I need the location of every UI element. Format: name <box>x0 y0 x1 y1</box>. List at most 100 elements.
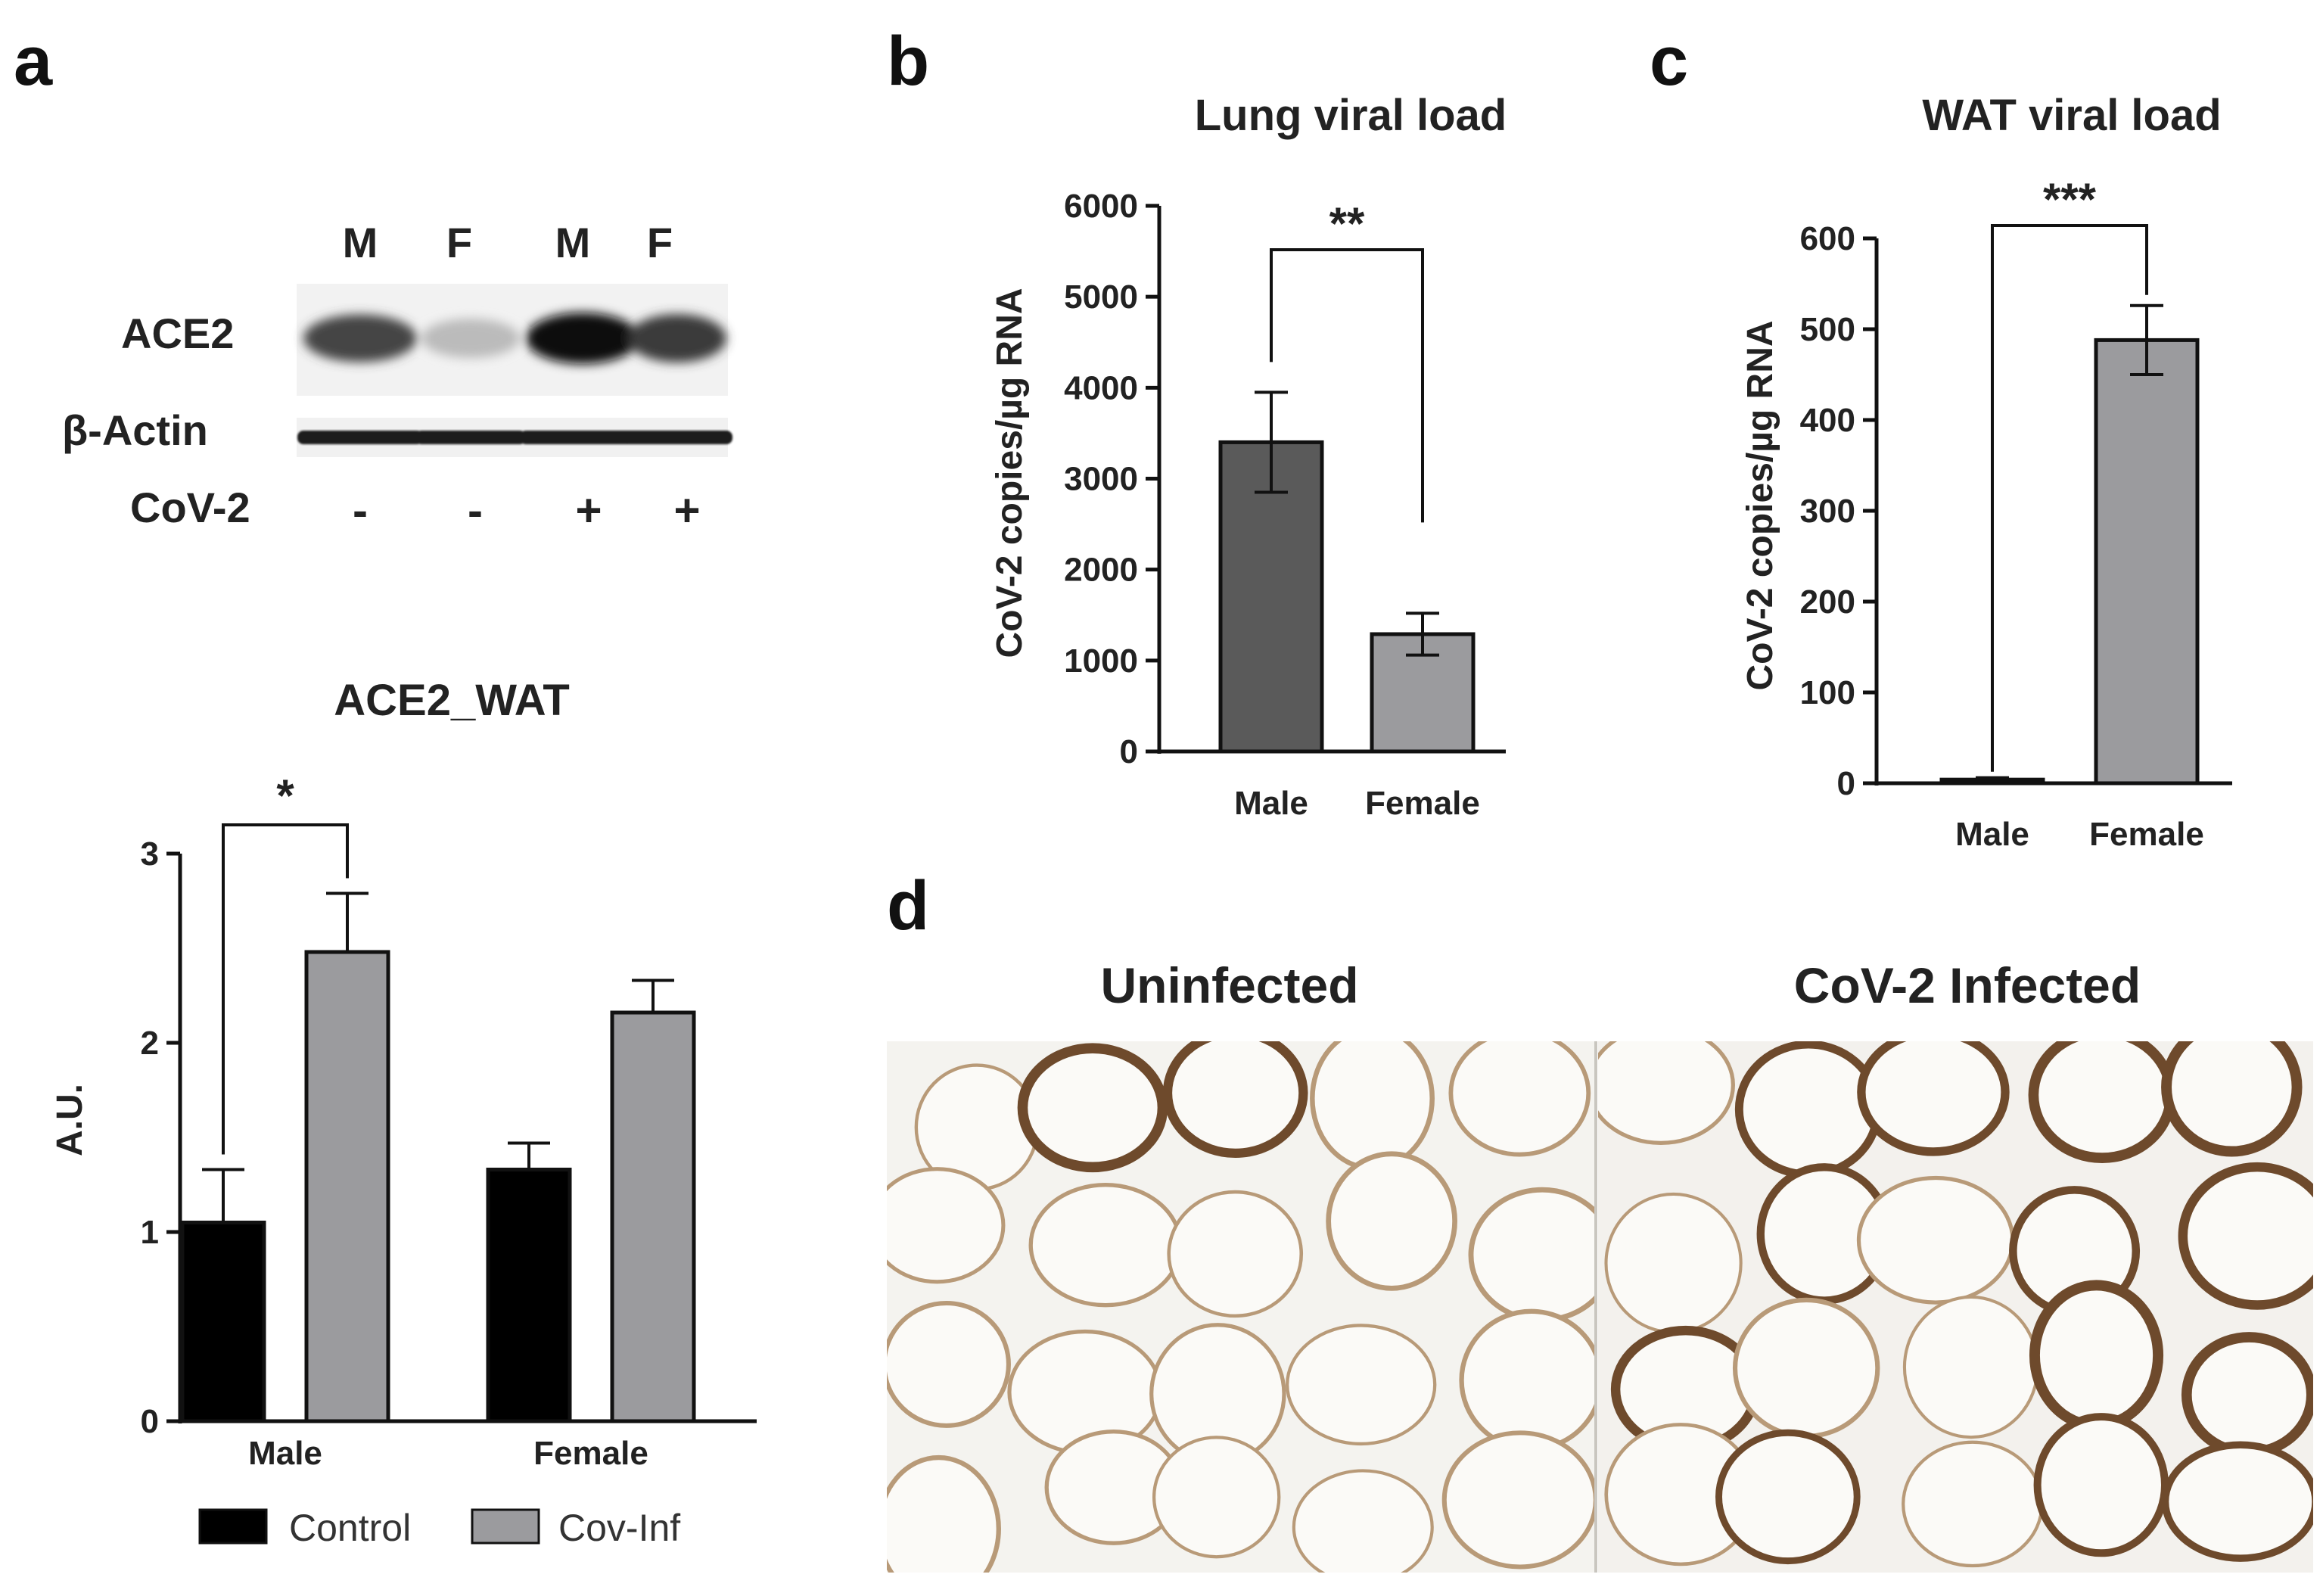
y-tick-label: 3 <box>141 835 159 873</box>
x-tick-label: Female <box>533 1435 648 1472</box>
bar <box>180 1221 266 1423</box>
adipocyte-cell <box>2028 1041 2176 1163</box>
adipocyte-cell <box>2161 1441 2313 1562</box>
panel-letter-d: d <box>887 867 929 944</box>
blot-lane-label: M <box>555 219 591 266</box>
blot-lane-label: M <box>343 219 378 266</box>
adipocyte-cell <box>1028 1183 1183 1308</box>
y-tick-label: 3000 <box>1064 461 1138 498</box>
blot-band-actin <box>622 431 732 444</box>
adipocyte-cell <box>2181 1332 2313 1458</box>
legend-swatch-cov-inf <box>471 1508 540 1545</box>
adipocyte-cell <box>2029 1280 2164 1431</box>
blot-treatment-label: CoV-2 <box>130 484 250 531</box>
chart-wat-viral-load: WAT viral load CoV-2 copies/µg RNA 0 100 2… <box>1740 91 2232 853</box>
y-tick-label: 2000 <box>1064 552 1138 589</box>
micrograph-label-infected: CoV-2 Infected <box>1794 957 2141 1013</box>
significance-label: ** <box>1329 198 1365 249</box>
significance-bracket <box>222 823 349 1155</box>
y-tick-label: 0 <box>1837 765 1855 802</box>
y-tick-label: 6000 <box>1064 188 1138 225</box>
adipocyte-cell <box>1734 1041 1882 1179</box>
western-blot: M F M F ACE2 β-Actin CoV-2 - - + + <box>62 219 732 536</box>
adipocyte-cell <box>1902 1295 2039 1439</box>
significance-bracket <box>1991 224 2148 772</box>
y-axis-label: CoV-2 copies/µg RNA <box>1740 320 1780 690</box>
micrograph-panel: Uninfected CoV-2 Infected <box>887 957 2313 1573</box>
blot-band-ace2 <box>303 314 417 362</box>
blot-treatment-sign: + <box>575 485 602 536</box>
blot-band-actin <box>297 431 423 444</box>
micrograph-infected <box>1598 1041 2313 1573</box>
y-tick-label: 100 <box>1800 674 1855 711</box>
chart-ace2-wat: ACE2_WAT A.U. 0 1 2 3 Male Female * Control Co… <box>50 676 757 1549</box>
chart-title: Lung viral load <box>1195 91 1507 140</box>
adipocyte-cell <box>1459 1308 1594 1451</box>
adipocyte-cell <box>2178 1162 2313 1310</box>
adipocyte-cell <box>1310 1041 1435 1171</box>
legend-label-control: Control <box>289 1507 411 1549</box>
y-tick-label: 200 <box>1800 583 1855 621</box>
adipocyte-cell <box>1902 1440 2044 1568</box>
blot-treatment-sign: - <box>353 485 368 536</box>
y-tick-label: 500 <box>1800 311 1855 348</box>
blot-treatment-sign: + <box>673 485 700 536</box>
adipocyte-cell <box>1326 1151 1457 1291</box>
blot-treatment-sign: - <box>468 485 483 536</box>
y-tick-label: 300 <box>1800 493 1855 530</box>
x-tick-label: Male <box>248 1435 322 1472</box>
micrograph-uninfected <box>887 1041 1594 1573</box>
adipocyte-cell <box>2161 1041 2303 1157</box>
adipocyte-cell <box>1732 1297 1880 1439</box>
y-tick-label: 0 <box>141 1403 159 1440</box>
bar <box>610 1010 696 1423</box>
bar <box>304 950 390 1423</box>
x-tick-label: Male <box>1955 816 2029 853</box>
adipocyte-cell <box>1598 1041 1735 1145</box>
adipocyte-cell <box>1286 1324 1437 1446</box>
blot-band-ace2 <box>628 314 726 362</box>
blot-band-actin <box>415 431 526 444</box>
chart-title: ACE2_WAT <box>334 676 570 725</box>
significance-label: *** <box>2043 174 2097 225</box>
adipocyte-cell <box>1162 1041 1308 1159</box>
significance-bracket <box>1270 248 1424 523</box>
adipocyte-cell <box>1448 1041 1591 1157</box>
blot-lane-label: F <box>647 219 673 266</box>
y-tick-label: 2 <box>141 1025 159 1062</box>
blot-band-ace2 <box>526 313 639 364</box>
blot-band-actin <box>520 431 645 444</box>
micrograph-label-uninfected: Uninfected <box>1100 957 1358 1013</box>
adipocyte-cell <box>1715 1429 1861 1565</box>
panel-letter-b: b <box>887 23 929 100</box>
x-tick-label: Female <box>2089 816 2204 853</box>
y-tick-label: 4000 <box>1064 369 1138 406</box>
y-tick-label: 600 <box>1800 220 1855 257</box>
adipocyte-cell <box>1292 1469 1434 1573</box>
y-tick-label: 400 <box>1800 402 1855 439</box>
x-tick-label: Male <box>1234 785 1308 822</box>
blot-row-label-actin: β-Actin <box>62 406 208 454</box>
y-tick-label: 0 <box>1120 733 1138 770</box>
adipocyte-cell <box>2033 1413 2169 1557</box>
panel-letter-c: c <box>1650 23 1688 100</box>
y-tick-label: 1 <box>141 1214 159 1251</box>
chart-lung-viral-load: Lung viral load CoV-2 copies/µg RNA 0 100… <box>990 91 1507 822</box>
adipocyte-cell <box>1604 1192 1743 1334</box>
bar <box>2094 338 2200 786</box>
adipocyte-cell <box>1857 1041 2010 1156</box>
y-tick-label: 1000 <box>1064 642 1138 680</box>
adipocyte-cell <box>1441 1430 1594 1570</box>
legend-swatch-control <box>198 1508 268 1545</box>
adipocyte-cell <box>887 1300 1011 1428</box>
x-tick-label: Female <box>1365 785 1480 822</box>
bar <box>486 1168 572 1423</box>
blot-lane-label: F <box>446 219 472 266</box>
adipocyte-cell <box>887 1167 1006 1284</box>
panel-letter-a: a <box>14 23 53 100</box>
y-axis-label: A.U. <box>50 1084 90 1156</box>
chart-title: WAT viral load <box>1922 91 2221 140</box>
y-tick-label: 5000 <box>1064 278 1138 316</box>
adipocyte-cell <box>1017 1043 1168 1173</box>
